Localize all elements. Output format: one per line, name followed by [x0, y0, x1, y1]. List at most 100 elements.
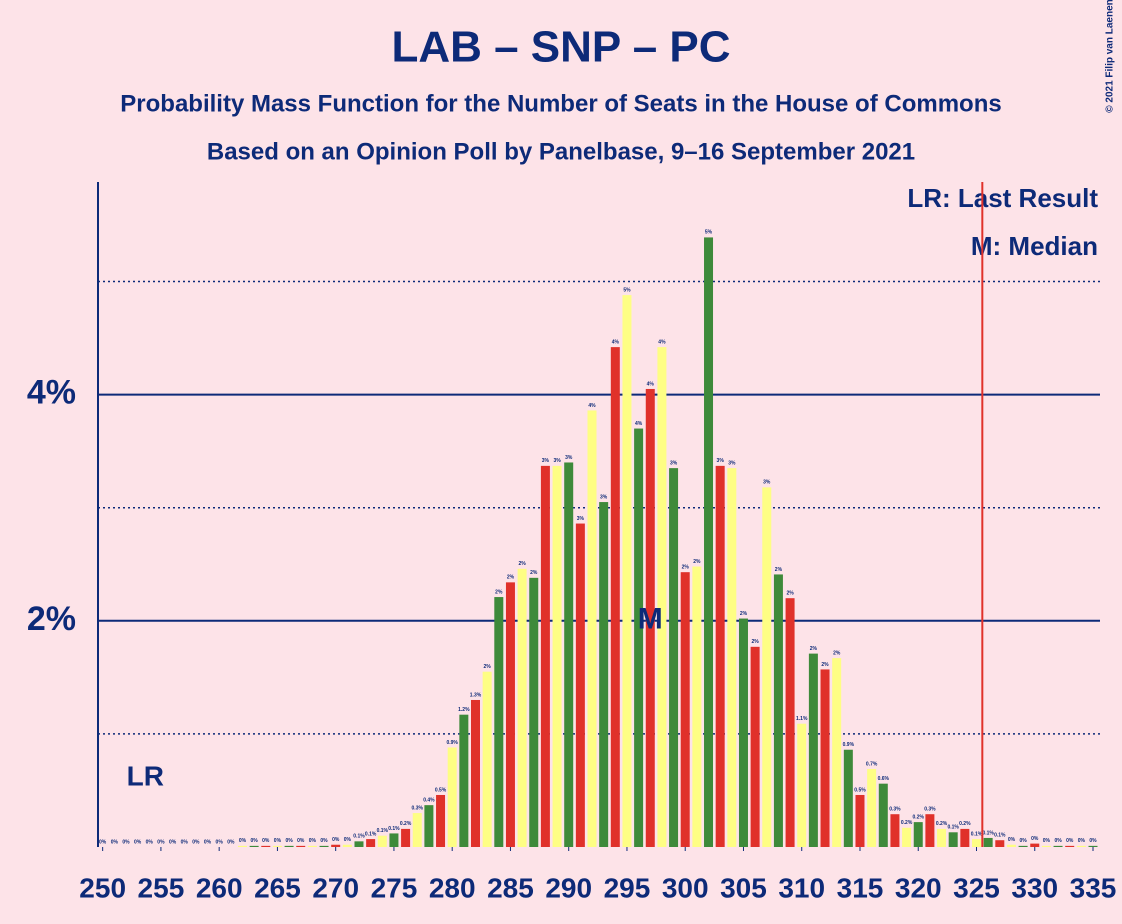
- bar: [1018, 845, 1028, 847]
- bar: [389, 833, 399, 847]
- copyright: © 2021 Filip van Laenen: [1105, 0, 1116, 113]
- value-label: 0%: [332, 837, 340, 843]
- value-label: 0.4%: [423, 797, 435, 803]
- bar: [657, 347, 667, 847]
- value-label: 0%: [239, 838, 247, 844]
- bar: [1065, 845, 1075, 847]
- legend-entry: LR: Last Result: [907, 183, 1098, 213]
- x-tick-label: 325: [953, 872, 1000, 903]
- value-label: 0%: [297, 838, 305, 844]
- value-label: 1.1%: [796, 716, 808, 722]
- value-label: 0.1%: [971, 831, 983, 837]
- value-label: 1.2%: [458, 707, 470, 713]
- value-label: 5%: [623, 287, 631, 293]
- bar: [482, 671, 492, 847]
- bar: [307, 845, 317, 847]
- value-label: 2%: [775, 567, 783, 573]
- value-label: 1.3%: [470, 692, 482, 698]
- bar: [995, 840, 1005, 847]
- value-label: 0.9%: [843, 742, 855, 748]
- bar: [925, 814, 935, 847]
- value-label: 5%: [705, 230, 713, 236]
- value-label: 0%: [134, 839, 142, 845]
- bar: [1041, 845, 1051, 847]
- x-tick-label: 315: [837, 872, 884, 903]
- bar: [517, 568, 527, 847]
- x-tick-label: 300: [662, 872, 709, 903]
- bar: [855, 794, 865, 847]
- value-label: 0.1%: [388, 826, 400, 832]
- value-label: 0%: [157, 839, 165, 845]
- bar: [622, 295, 632, 848]
- bar: [447, 747, 457, 847]
- value-label: 4%: [612, 339, 620, 345]
- median-label: M: [638, 603, 663, 636]
- bar: [704, 237, 714, 847]
- bar: [820, 669, 830, 847]
- bar: [843, 749, 853, 847]
- bar: [249, 845, 259, 847]
- value-label: 0%: [285, 838, 293, 844]
- value-label: 0.1%: [377, 828, 389, 834]
- bar: [296, 845, 306, 847]
- value-label: 2%: [682, 565, 690, 571]
- chart-subtitle: Probability Mass Function for the Number…: [120, 90, 1001, 117]
- value-label: 0.2%: [901, 820, 913, 826]
- x-tick-label: 310: [778, 872, 825, 903]
- bar: [377, 835, 387, 847]
- bar: [715, 465, 725, 847]
- value-label: 0%: [1008, 837, 1016, 843]
- value-label: 0%: [99, 839, 107, 845]
- legend-entry: M: Median: [971, 231, 1098, 261]
- bar: [727, 468, 737, 847]
- value-label: 2%: [693, 559, 701, 565]
- value-label: 2%: [833, 650, 841, 656]
- value-label: 3%: [670, 460, 678, 466]
- value-label: 0%: [181, 839, 189, 845]
- x-tick-label: 320: [895, 872, 942, 903]
- x-tick-label: 275: [371, 872, 418, 903]
- bar: [564, 462, 574, 847]
- value-label: 0%: [262, 838, 270, 844]
- value-label: 0%: [1078, 838, 1086, 844]
- x-tick-label: 260: [196, 872, 243, 903]
- value-label: 0%: [204, 839, 212, 845]
- bar: [494, 597, 504, 847]
- value-label: 2%: [821, 662, 829, 668]
- bar: [1030, 843, 1040, 847]
- x-tick-label: 305: [720, 872, 767, 903]
- value-label: 0.1%: [982, 830, 994, 836]
- bar: [424, 805, 434, 847]
- bar: [470, 699, 480, 847]
- bar: [459, 714, 469, 847]
- bar: [669, 468, 679, 847]
- value-label: 4%: [588, 403, 596, 409]
- value-label: 2%: [507, 575, 515, 581]
- bar: [342, 844, 352, 847]
- bar: [412, 813, 422, 847]
- value-label: 3%: [763, 480, 771, 486]
- value-label: 0%: [192, 839, 200, 845]
- value-label: 0%: [251, 838, 259, 844]
- value-label: 0.2%: [959, 821, 971, 827]
- bar: [401, 828, 411, 847]
- value-label: 0.6%: [878, 776, 890, 782]
- x-tick-label: 290: [545, 872, 592, 903]
- bar: [436, 794, 446, 847]
- x-tick-label: 295: [604, 872, 651, 903]
- bar: [237, 845, 247, 847]
- bar: [1076, 845, 1086, 847]
- value-label: 0%: [1031, 836, 1039, 842]
- bar: [540, 465, 550, 847]
- value-label: 0.9%: [446, 740, 458, 746]
- x-tick-label: 335: [1070, 872, 1117, 903]
- x-tick-label: 250: [79, 872, 126, 903]
- value-label: 0%: [274, 838, 282, 844]
- value-label: 0.2%: [400, 821, 412, 827]
- value-label: 4%: [647, 381, 655, 387]
- bar: [750, 646, 760, 847]
- bar: [680, 572, 690, 847]
- value-label: 2%: [786, 591, 794, 597]
